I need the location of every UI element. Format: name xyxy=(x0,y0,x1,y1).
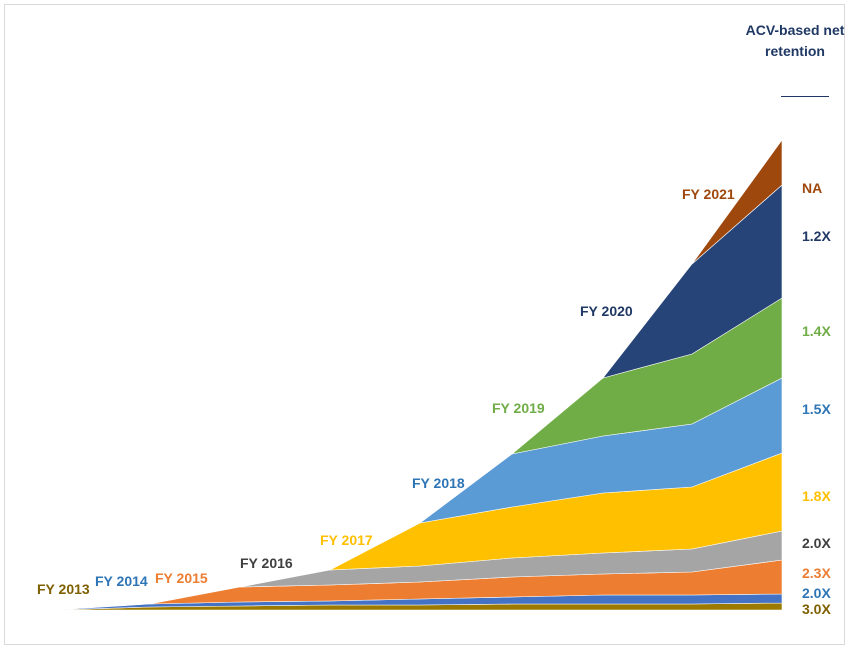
retention-header: ACV-based net retention xyxy=(745,22,845,59)
retention-label: NA xyxy=(802,180,822,196)
retention-label: 1.8X xyxy=(802,488,831,504)
cohort-label: FY 2017 xyxy=(320,532,373,548)
cohort-label: FY 2019 xyxy=(492,400,545,416)
cohort-label: FY 2015 xyxy=(155,570,208,586)
cohort-label: FY 2016 xyxy=(240,555,293,571)
cohort-label: FY 2018 xyxy=(412,475,465,491)
retention-label: 1.2X xyxy=(802,228,831,244)
area-fy-2021 xyxy=(691,139,783,265)
retention-label: 3.0X xyxy=(802,601,831,617)
retention-label: 2.0X xyxy=(802,585,831,601)
retention-label: 1.5X xyxy=(802,401,831,417)
cohort-label: FY 2020 xyxy=(580,303,633,319)
chart-frame xyxy=(4,4,845,645)
cohort-label: FY 2021 xyxy=(682,186,735,202)
retention-label: 2.0X xyxy=(802,535,831,551)
cohort-label: FY 2014 xyxy=(95,573,148,589)
retention-label: 2.3X xyxy=(802,565,831,581)
cohort-label: FY 2013 xyxy=(37,581,90,597)
area-fy-2020 xyxy=(602,184,783,379)
retention-header-underline xyxy=(781,96,829,97)
retention-label: 1.4X xyxy=(802,323,831,339)
